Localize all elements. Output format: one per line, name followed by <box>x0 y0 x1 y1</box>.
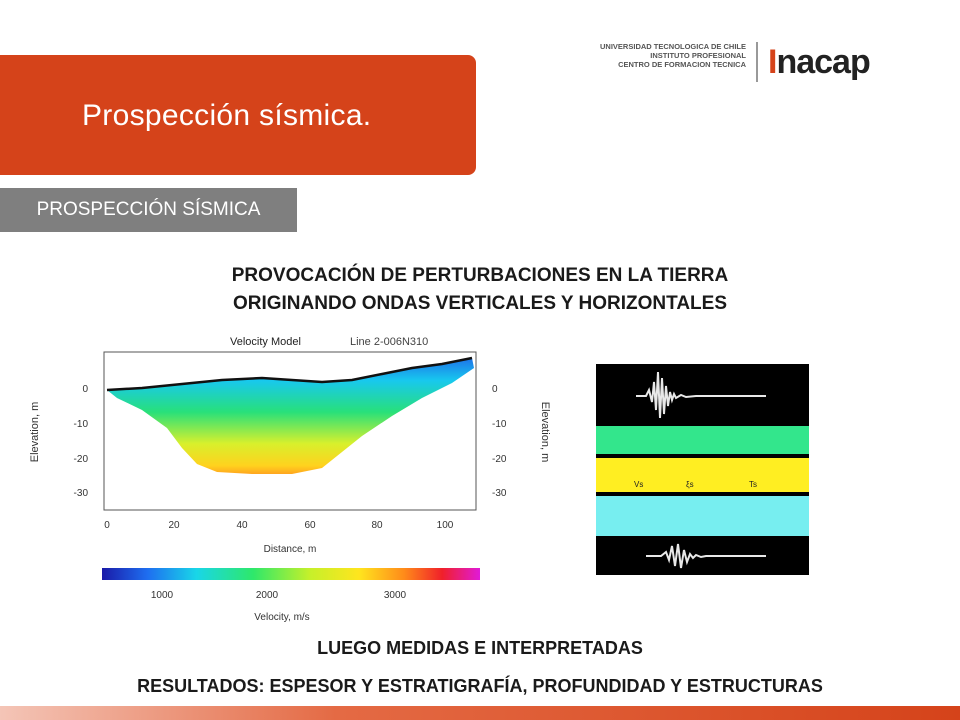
velocity-model-figure: Velocity Model Line 2-006N310 0 -10 -20 … <box>22 328 558 628</box>
plot-frame <box>103 351 477 511</box>
slide-title: Prospección sísmica. <box>82 99 372 132</box>
velocity-subtitle: Line 2-006N310 <box>350 336 428 348</box>
y-axis-label: Elevation, m <box>29 402 41 463</box>
logo-brand-text: nacap <box>776 43 870 81</box>
colorbar <box>102 568 480 580</box>
logo-institution-text: UNIVERSIDAD TECNOLOGICA DE CHILE INSTITU… <box>590 42 746 69</box>
layer-bottom <box>596 496 809 536</box>
layer-top <box>596 426 809 454</box>
figure-background <box>22 328 558 628</box>
x-tick-label: 60 <box>304 520 316 531</box>
x-tick-label: 20 <box>168 520 180 531</box>
x-tick-label: 40 <box>236 520 248 531</box>
y-tick-label-right: -20 <box>492 454 507 465</box>
section-tag: PROSPECCIÓN SÍSMICA <box>0 188 297 232</box>
layer-label-ts: Ts <box>749 480 757 489</box>
y-axis-label-right: Elevation, m <box>539 402 551 463</box>
x-axis-label: Distance, m <box>264 544 317 555</box>
seismogram-top <box>636 371 766 419</box>
layer-label-vs: Vs <box>634 480 643 489</box>
heading-line-2: ORIGINANDO ONDAS VERTICALES Y HORIZONTAL… <box>232 293 728 314</box>
caption-results: RESULTADOS: ESPESOR Y ESTRATIGRAFÍA, PRO… <box>137 676 823 696</box>
colorbar-label: Velocity, m/s <box>254 612 309 623</box>
logo-brand: Inacap <box>768 42 871 82</box>
logo-line-1: UNIVERSIDAD TECNOLOGICA DE CHILE <box>600 42 746 51</box>
y-tick-label-right: -10 <box>492 419 507 430</box>
layer-model-figure: Vs ξs Ts <box>596 364 809 575</box>
logo-brand-mark: I <box>768 43 778 81</box>
y-tick-label: 0 <box>82 384 88 395</box>
x-tick-label: 0 <box>104 520 110 531</box>
y-tick-label-right: -30 <box>492 488 507 499</box>
slide-heading: PROVOCACIÓN DE PERTURBACIONES EN LA TIER… <box>120 262 840 318</box>
y-tick-label: -10 <box>74 419 89 430</box>
y-tick-label-right: 0 <box>492 384 498 395</box>
colorbar-tick-label: 1000 <box>151 590 174 601</box>
seismogram-bottom <box>646 543 766 569</box>
velocity-title: Velocity Model <box>230 336 301 348</box>
layer-middle <box>596 458 809 492</box>
colorbar-tick-label: 2000 <box>256 590 279 601</box>
logo-line-2: INSTITUTO PROFESIONAL <box>650 51 746 60</box>
heading-line-1: PROVOCACIÓN DE PERTURBACIONES EN LA TIER… <box>231 265 729 286</box>
layer-label-es: ξs <box>686 480 694 489</box>
y-tick-label: -30 <box>74 488 89 499</box>
footer-bar <box>0 706 960 720</box>
y-tick-label: -20 <box>74 454 89 465</box>
title-band: Prospección sísmica. <box>0 55 476 175</box>
surface-line <box>106 356 473 392</box>
logo-line-3: CENTRO DE FORMACION TECNICA <box>618 60 746 69</box>
inacap-logo: UNIVERSIDAD TECNOLOGICA DE CHILE INSTITU… <box>590 42 910 84</box>
x-tick-label: 100 <box>437 520 454 531</box>
colorbar-tick-label: 3000 <box>384 590 407 601</box>
x-tick-label: 80 <box>371 520 383 531</box>
logo-divider <box>756 42 758 82</box>
caption-measured: LUEGO MEDIDAS E INTERPRETADAS <box>317 638 643 658</box>
